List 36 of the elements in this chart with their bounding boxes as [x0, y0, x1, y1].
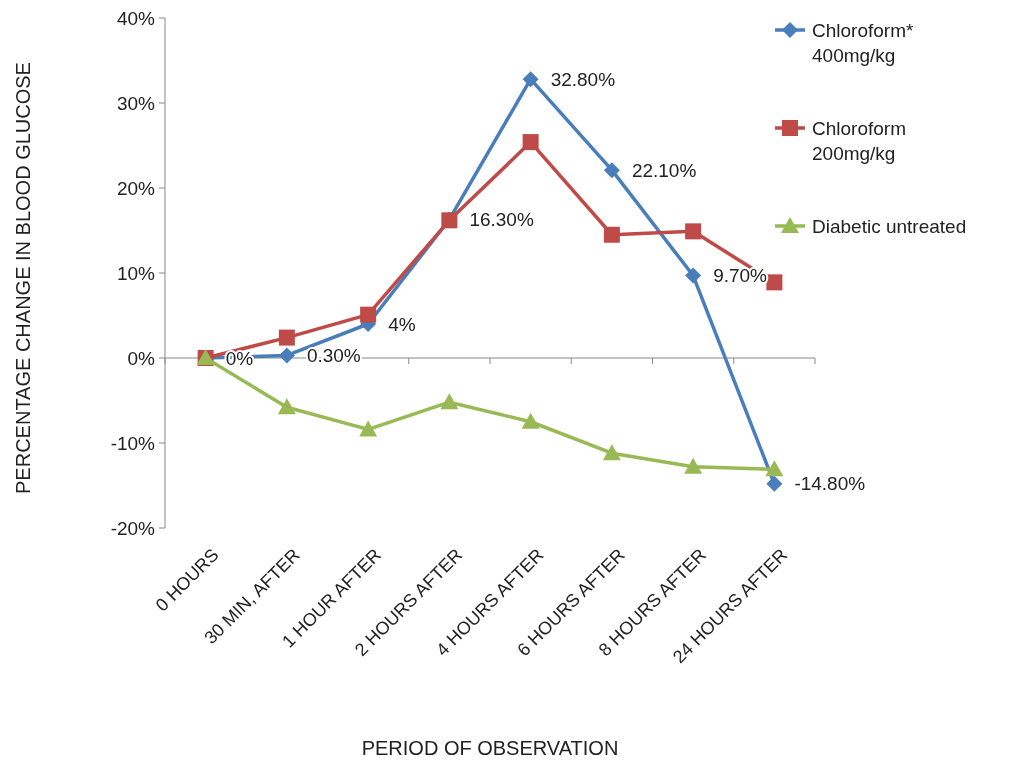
- point: [521, 412, 540, 429]
- y-tick-label: 10%: [116, 262, 156, 284]
- data-label: 22.10%: [631, 159, 697, 181]
- legend-label: Chloroform 200mg/kg: [812, 117, 906, 165]
- data-label: 4%: [388, 313, 416, 335]
- point: [359, 420, 378, 437]
- point: [278, 347, 295, 364]
- x-axis-title: PERIOD OF OBSERVATION: [361, 737, 619, 759]
- point: [603, 226, 620, 243]
- point: [277, 398, 296, 415]
- legend-label: Chloroform* 400mg/kg: [812, 19, 914, 67]
- point: [766, 475, 783, 492]
- y-tick-label: 30%: [116, 92, 156, 114]
- point: [685, 223, 702, 240]
- point: [766, 274, 783, 291]
- point: [603, 162, 620, 179]
- point: [278, 329, 295, 346]
- point: [765, 460, 784, 477]
- point: [522, 134, 539, 151]
- point: [440, 393, 459, 410]
- y-tick-label: 0%: [127, 347, 156, 369]
- data-label: 32.80%: [550, 68, 616, 90]
- data-label: 16.30%: [469, 209, 534, 231]
- y-tick-label: 40%: [116, 7, 156, 29]
- point: [602, 444, 621, 461]
- legend-label: Diabetic untreated: [812, 215, 967, 237]
- y-axis-title: PERCENTAGE CHANGE IN BLOOD GLUCOSE: [12, 62, 34, 494]
- point: [522, 71, 539, 88]
- y-tick-label: -20%: [110, 517, 156, 539]
- data-label: 0.30%: [306, 345, 361, 367]
- y-tick-label: 20%: [116, 177, 156, 199]
- y-tick-label: -10%: [110, 432, 156, 454]
- point: [685, 267, 702, 284]
- data-label: -14.80%: [794, 473, 866, 495]
- point: [360, 306, 377, 323]
- point: [684, 457, 703, 474]
